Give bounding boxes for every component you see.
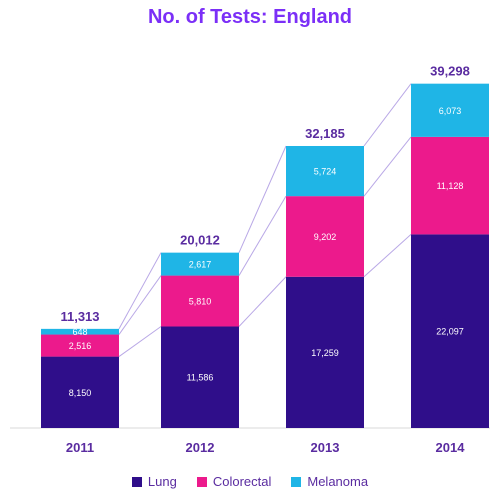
legend-swatch-lung <box>131 476 142 487</box>
bar-segment-colorectal-2011 <box>41 334 119 357</box>
data-label-melanoma-2014: 6,073 <box>439 106 462 116</box>
bar-segment-lung-2011 <box>41 356 119 428</box>
total-label-2011: 11,313 <box>60 309 99 324</box>
legend-item-colorectal: Colorectal <box>196 474 272 489</box>
data-label-lung-2011: 8,150 <box>69 388 92 398</box>
total-label-2013: 32,185 <box>305 126 345 141</box>
legend-item-melanoma: Melanoma <box>291 474 368 489</box>
bar-segment-colorectal-2012 <box>161 275 239 327</box>
legend-swatch-melanoma <box>291 476 302 487</box>
bar-segment-melanoma-2013 <box>286 145 364 197</box>
connector-line-colorectal-1 <box>118 275 162 335</box>
x-tick-label-2013: 2013 <box>311 440 340 455</box>
legend-label-lung: Lung <box>147 474 177 489</box>
x-tick-label-2011: 2011 <box>66 440 94 455</box>
data-label-colorectal-2013: 9,202 <box>314 232 337 242</box>
chart-legend: Lung Colorectal Melanoma <box>0 474 500 489</box>
connector-line-melanoma-1 <box>118 252 162 330</box>
x-tick-label-2014: 2014 <box>436 440 466 455</box>
data-label-lung-2012: 11,586 <box>187 373 214 383</box>
chart-title: No. of Tests: England <box>147 6 353 28</box>
bar-segment-lung-2013 <box>286 276 364 428</box>
data-label-colorectal-2014: 11,128 <box>437 181 464 191</box>
bar-segment-colorectal-2013 <box>286 196 364 277</box>
data-label-lung-2014: 22,097 <box>436 327 464 337</box>
connector-line-lung-1 <box>118 326 162 357</box>
data-label-melanoma-2011: 648 <box>72 327 87 337</box>
legend-swatch-colorectal <box>196 476 207 487</box>
x-tick-label-2012: 2012 <box>186 440 215 455</box>
connector-line-colorectal-2 <box>238 195 287 276</box>
bar-segment-lung-2014 <box>411 234 489 428</box>
bar-segment-colorectal-2014 <box>411 136 489 235</box>
data-label-melanoma-2013: 5,724 <box>314 167 337 177</box>
data-label-colorectal-2012: 5,810 <box>189 297 212 307</box>
connector-line-lung-3 <box>363 234 412 278</box>
data-label-melanoma-2012: 2,617 <box>189 260 212 270</box>
data-label-lung-2013: 17,259 <box>311 348 339 358</box>
bar-segment-melanoma-2012 <box>161 252 239 276</box>
bar-segment-melanoma-2011 <box>41 328 119 335</box>
data-label-colorectal-2011: 2,516 <box>69 341 92 351</box>
legend-label-melanoma: Melanoma <box>307 474 369 489</box>
bar-segment-melanoma-2014 <box>411 83 489 137</box>
connector-line-melanoma-2 <box>238 145 287 253</box>
legend-item-lung: Lung <box>131 474 177 489</box>
bar-segment-lung-2012 <box>161 326 239 428</box>
connector-line-lung-2 <box>238 276 287 327</box>
legend-label-colorectal: Colorectal <box>212 474 272 489</box>
connector-line-melanoma-3 <box>363 83 412 147</box>
total-label-2012: 20,012 <box>180 233 220 248</box>
total-label-2014: 39,298 <box>430 64 470 79</box>
connector-line-colorectal-3 <box>363 136 412 197</box>
